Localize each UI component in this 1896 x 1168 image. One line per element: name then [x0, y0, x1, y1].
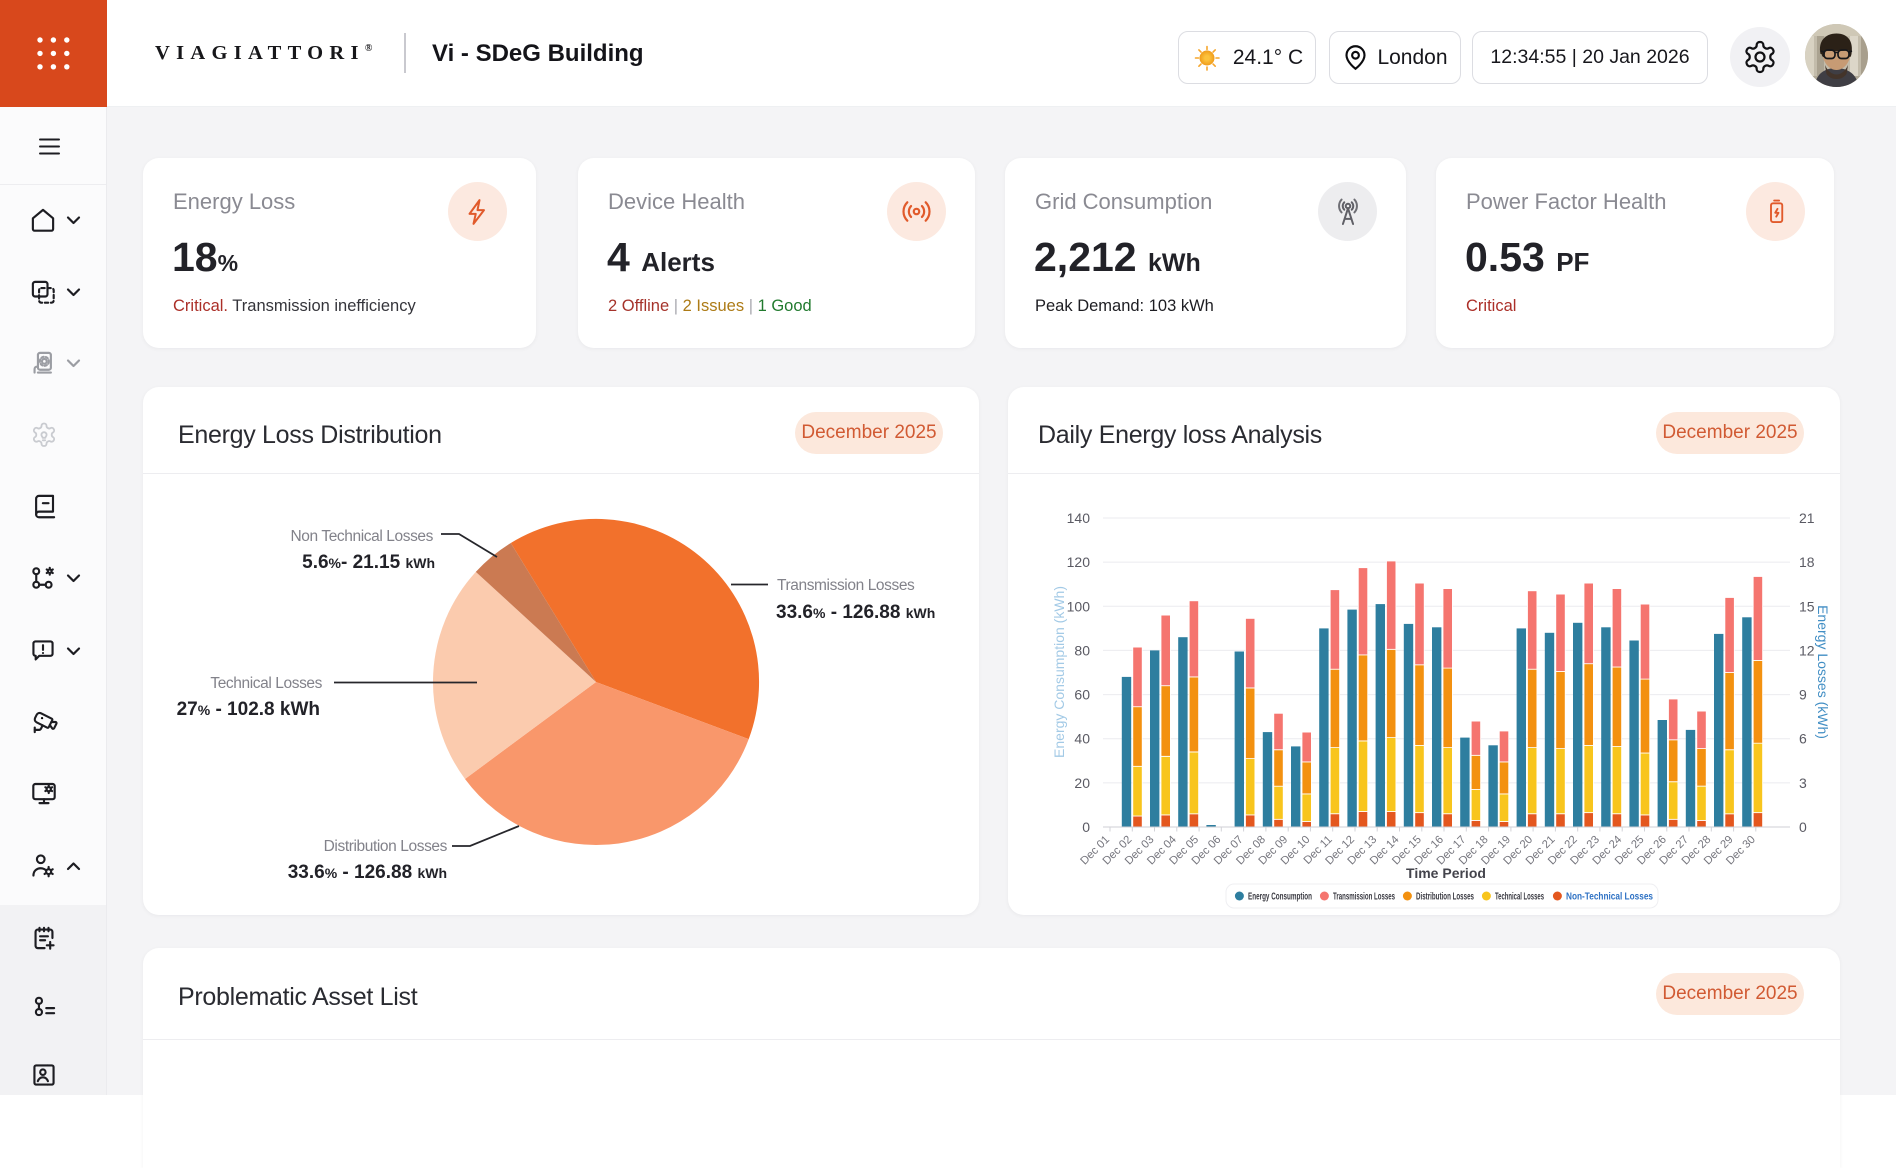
svg-text:3: 3	[1799, 775, 1807, 791]
svg-text:15: 15	[1799, 598, 1815, 614]
svg-text:40: 40	[1074, 731, 1090, 747]
svg-text:140: 140	[1067, 510, 1091, 526]
svg-text:Transmission Losses: Transmission Losses	[777, 577, 915, 594]
svg-text:Time Period: Time Period	[1406, 865, 1486, 881]
svg-text:Energy Consumption: Energy Consumption	[1248, 891, 1312, 903]
svg-text:27% - 102.8 kWh: 27% - 102.8 kWh	[177, 699, 320, 720]
svg-text:Distribution Losses: Distribution Losses	[324, 838, 448, 855]
svg-text:20: 20	[1074, 775, 1090, 791]
svg-text:Transmission Losses: Transmission Losses	[1333, 891, 1395, 903]
svg-text:Non Technical Losses: Non Technical Losses	[291, 528, 434, 545]
svg-text:5.6%- 21.15 kWh: 5.6%- 21.15 kWh	[302, 552, 435, 573]
svg-text:33.6% - 126.88 kWh: 33.6% - 126.88 kWh	[288, 862, 447, 883]
svg-text:9: 9	[1799, 687, 1807, 703]
svg-text:0: 0	[1799, 819, 1807, 835]
svg-text:Technical Losses: Technical Losses	[1495, 891, 1544, 903]
svg-text:21: 21	[1799, 510, 1815, 526]
svg-text:120: 120	[1067, 554, 1091, 570]
svg-text:Energy Losses (kWh): Energy Losses (kWh)	[1815, 605, 1831, 739]
svg-text:60: 60	[1074, 687, 1090, 703]
svg-text:Distribution Losses: Distribution Losses	[1416, 891, 1474, 903]
svg-text:Technical Losses: Technical Losses	[210, 675, 322, 692]
svg-text:6: 6	[1799, 731, 1807, 747]
svg-text:Energy Consumption (kWh): Energy Consumption (kWh)	[1051, 586, 1067, 758]
svg-text:100: 100	[1067, 598, 1091, 614]
svg-text:0: 0	[1082, 819, 1090, 835]
svg-text:80: 80	[1074, 642, 1090, 658]
svg-text:33.6% - 126.88 kWh: 33.6% - 126.88 kWh	[776, 602, 935, 623]
svg-text:Non-Technical Losses: Non-Technical Losses	[1566, 891, 1653, 903]
svg-text:18: 18	[1799, 554, 1815, 570]
svg-text:12: 12	[1799, 642, 1815, 658]
